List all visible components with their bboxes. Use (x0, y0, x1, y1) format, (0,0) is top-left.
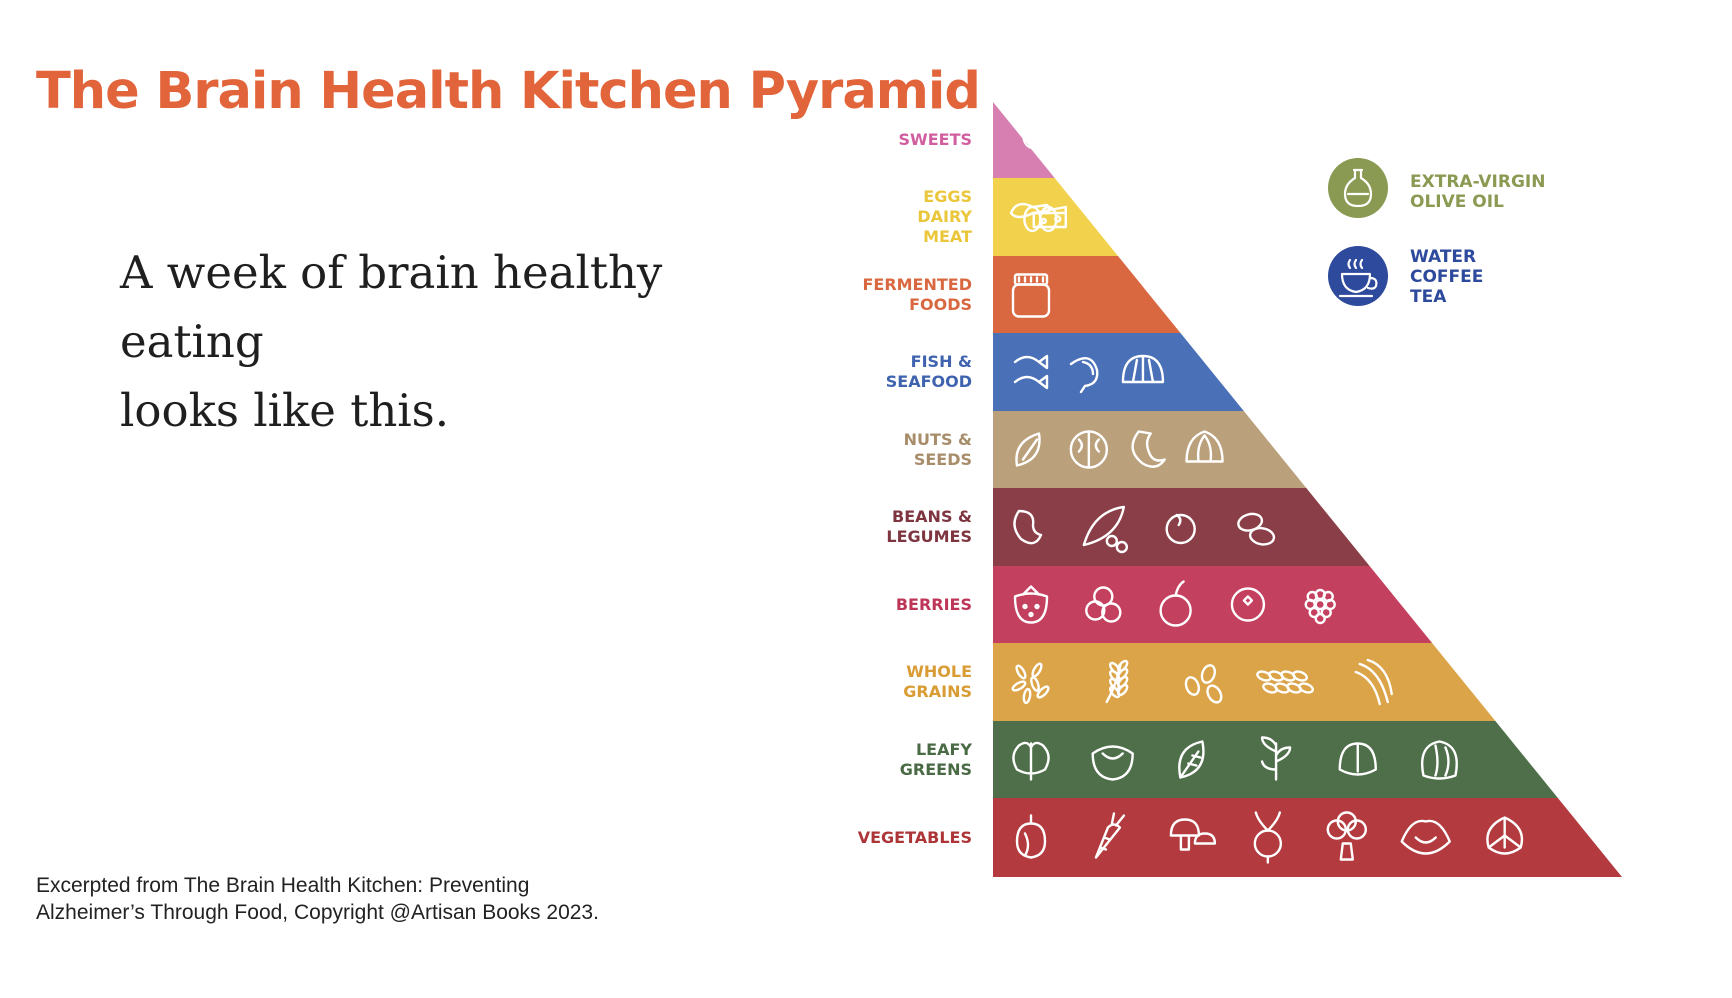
subtitle-line-1: A week of brain healthy eating (120, 246, 663, 368)
pyramid-tier (993, 256, 1181, 333)
tier-label: FISH & SEAFOOD (772, 352, 972, 392)
tier-label: VEGETABLES (772, 828, 972, 848)
copyright-credit: Excerpted from The Brain Health Kitchen:… (36, 872, 716, 926)
subtitle: A week of brain healthy eating looks lik… (120, 238, 820, 445)
mushroom-icon (1169, 818, 1217, 851)
broccoli-icon (1326, 811, 1367, 861)
kidney-bean-icon (1013, 509, 1043, 545)
pinto-beans-icon (1237, 512, 1276, 546)
pyramid-tier (993, 566, 1433, 643)
tier-label-line: GRAINS (903, 682, 972, 701)
tier-label: BEANS & LEGUMES (772, 507, 972, 547)
hazelnut-icon (1185, 430, 1224, 463)
walnut-icon (1069, 430, 1109, 469)
almond-icon (1015, 432, 1041, 467)
wheat-sprig-icon (1105, 659, 1129, 704)
tier-label-line: SEAFOOD (885, 372, 972, 391)
kale-icon (1012, 741, 1050, 781)
tier-label-line: BEANS & (892, 507, 972, 526)
pyramid-tier (993, 643, 1496, 721)
candy-icon (1021, 124, 1041, 156)
tier-label: WHOLE GRAINS (772, 662, 972, 702)
rice-icon (1011, 662, 1050, 705)
legend-badge (1328, 158, 1388, 218)
legend-label: WATER COFFEE TEA (1410, 247, 1483, 307)
oats-icon (1184, 664, 1223, 704)
onion-icon (1015, 814, 1047, 859)
lettuce-icon (1091, 745, 1134, 781)
cashew-icon (1131, 430, 1166, 468)
tier-label-line: SWEETS (898, 130, 972, 149)
olive-oil-bottle-icon (1343, 168, 1373, 208)
credit-line-1: Excerpted from The Brain Health Kitchen:… (36, 874, 530, 897)
tier-label-line: DAIRY (917, 207, 972, 226)
beet-icon (1253, 811, 1283, 864)
fish-icon (1013, 354, 1049, 390)
shell-icon (1121, 354, 1165, 384)
pea-pod-icon (1082, 505, 1129, 554)
tier-label-line: FISH & (910, 352, 972, 371)
pyramid-tier (993, 411, 1307, 488)
legend-label-line: OLIVE OIL (1410, 192, 1504, 212)
carrot-icon (1094, 812, 1126, 859)
legend-label: EXTRA-VIRGIN OLIVE OIL (1410, 172, 1545, 212)
pyramid-tier (993, 333, 1244, 411)
jar-icon (1011, 273, 1051, 318)
artichoke-icon (1486, 816, 1524, 855)
barley-icon (1256, 670, 1314, 694)
credit-line-2: Alzheimer’s Through Food, Copyright @Art… (36, 901, 599, 924)
teacup-icon (1338, 258, 1378, 298)
tier-label-line: LEGUMES (886, 527, 972, 546)
subtitle-line-2: looks like this. (120, 384, 450, 437)
tier-label-line: SEEDS (913, 449, 972, 469)
blueberries-icon (1085, 586, 1122, 623)
strawberry-icon (1013, 585, 1049, 624)
legend-label-line: WATER (1410, 247, 1477, 267)
legend-badge (1328, 246, 1388, 306)
shrimp-icon (1069, 357, 1099, 394)
tier-label: SWEETS (772, 130, 972, 150)
cabbage-icon (1421, 740, 1458, 780)
arugula-icon (1260, 736, 1292, 781)
legend-label-line: TEA (1410, 287, 1447, 307)
tier-label-line: NUTS & (903, 429, 972, 449)
blueberry-icon (1230, 587, 1266, 622)
cherry-icon (1159, 580, 1192, 627)
cheese-icon (1032, 205, 1067, 229)
raspberry-icon (1304, 588, 1336, 625)
pyramid-tier (993, 798, 1622, 877)
chickpea-icon (1165, 513, 1196, 545)
tier-label-line: FERMENTED (862, 274, 972, 294)
tier-label-line: GREENS (899, 759, 972, 779)
tier-label: BERRIES (772, 595, 972, 615)
tier-label-line: FOODS (909, 294, 972, 314)
tier-label: EGGS DAIRY MEAT (772, 187, 972, 247)
tier-label-line: BERRIES (895, 594, 972, 614)
spinach-icon (1338, 742, 1377, 776)
tier-label: NUTS & SEEDS (772, 430, 972, 470)
pyramid-tier (993, 488, 1370, 566)
tier-label-line: EGGS (923, 187, 972, 206)
leaf-icon (1178, 740, 1205, 779)
legend-label-line: COFFEE (1410, 267, 1484, 287)
cauliflower-icon (1400, 819, 1451, 855)
legend-label-line: EXTRA-VIRGIN (1410, 172, 1546, 192)
tier-label-line: WHOLE (906, 662, 972, 681)
tier-label-line: VEGETABLES (857, 827, 972, 847)
tier-label-line: MEAT (923, 227, 972, 246)
tier-label: FERMENTED FOODS (772, 275, 972, 315)
tier-label: LEAFY GREENS (772, 740, 972, 780)
page-title: The Brain Health Kitchen Pyramid (36, 62, 981, 121)
tier-label-line: LEAFY (915, 739, 972, 759)
wheat-stalk-icon (1354, 658, 1393, 706)
